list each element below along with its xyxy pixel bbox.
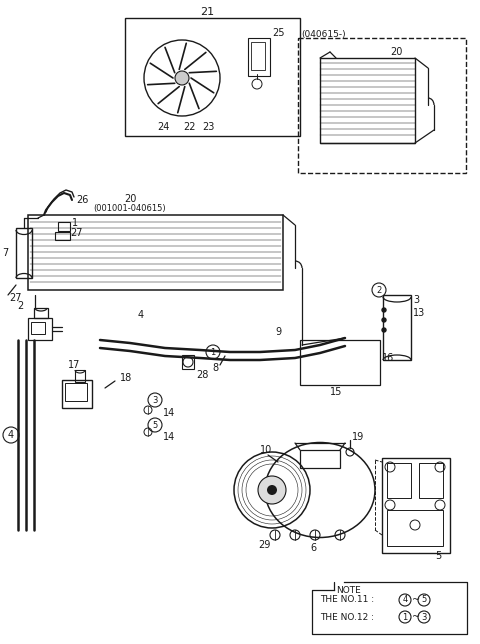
Bar (28, 215, 283, 290)
Bar (387, 463, 411, 498)
Text: (001001-040615): (001001-040615) (94, 204, 166, 213)
Text: 29: 29 (258, 540, 270, 550)
Text: THE NO.12 :: THE NO.12 : (320, 612, 374, 621)
Text: 5: 5 (421, 596, 427, 605)
Bar (300, 450, 340, 468)
Text: 28: 28 (196, 370, 208, 380)
Bar (248, 38, 270, 76)
Text: 19: 19 (352, 432, 364, 442)
Text: 14: 14 (163, 408, 175, 418)
Text: (040615-): (040615-) (301, 30, 346, 39)
Text: 5: 5 (152, 421, 157, 430)
Text: 21: 21 (200, 7, 214, 17)
Text: 13: 13 (413, 308, 425, 318)
Text: 25: 25 (272, 28, 285, 38)
Text: 16: 16 (382, 353, 394, 363)
Bar (382, 458, 450, 553)
Text: 20: 20 (124, 194, 136, 204)
Bar (55, 232, 70, 240)
Bar (125, 18, 300, 136)
Text: 2: 2 (376, 285, 382, 294)
Text: 2: 2 (18, 301, 24, 311)
Bar (28, 318, 52, 340)
Bar (320, 58, 415, 143)
Text: 23: 23 (202, 122, 215, 132)
Text: 6: 6 (310, 543, 316, 553)
Text: 3: 3 (413, 295, 419, 305)
Bar (34, 308, 48, 318)
Bar (31, 322, 45, 334)
Text: ~: ~ (412, 612, 420, 622)
Text: 27: 27 (9, 293, 22, 303)
Text: 15: 15 (330, 387, 342, 397)
Bar (75, 370, 85, 382)
Text: 4: 4 (138, 310, 144, 320)
Bar (65, 383, 87, 401)
Text: 22: 22 (183, 122, 195, 132)
Text: 24: 24 (157, 122, 169, 132)
Bar (300, 340, 380, 385)
Bar (182, 355, 194, 369)
Text: 4: 4 (8, 430, 14, 440)
Text: 17: 17 (68, 360, 80, 370)
Bar (383, 295, 411, 360)
Text: 18: 18 (120, 373, 132, 383)
Bar (16, 228, 32, 278)
Bar (298, 38, 466, 173)
Text: 26: 26 (76, 195, 88, 205)
Text: 1: 1 (210, 348, 216, 357)
Text: 9: 9 (275, 327, 281, 337)
Circle shape (258, 476, 286, 504)
Text: 4: 4 (402, 596, 408, 605)
Circle shape (382, 318, 386, 322)
Text: 1: 1 (402, 612, 408, 621)
Circle shape (382, 308, 386, 312)
Circle shape (382, 328, 386, 332)
Text: 27: 27 (70, 228, 83, 238)
Bar (387, 510, 443, 546)
Text: 20: 20 (390, 47, 402, 57)
Text: 8: 8 (212, 363, 218, 373)
Text: ~: ~ (412, 595, 420, 605)
Bar (62, 380, 92, 408)
Circle shape (175, 71, 189, 85)
Text: 10: 10 (260, 445, 272, 455)
Bar (58, 222, 70, 231)
Bar (251, 42, 265, 70)
Text: 7: 7 (2, 248, 8, 258)
Text: NOTE: NOTE (336, 586, 361, 595)
Text: 5: 5 (435, 551, 441, 561)
Circle shape (267, 485, 277, 495)
Bar (419, 463, 443, 498)
Text: 1: 1 (72, 218, 78, 228)
Text: 3: 3 (421, 612, 427, 621)
Text: 14: 14 (163, 432, 175, 442)
Text: 3: 3 (152, 395, 158, 404)
Text: THE NO.11 :: THE NO.11 : (320, 596, 374, 605)
